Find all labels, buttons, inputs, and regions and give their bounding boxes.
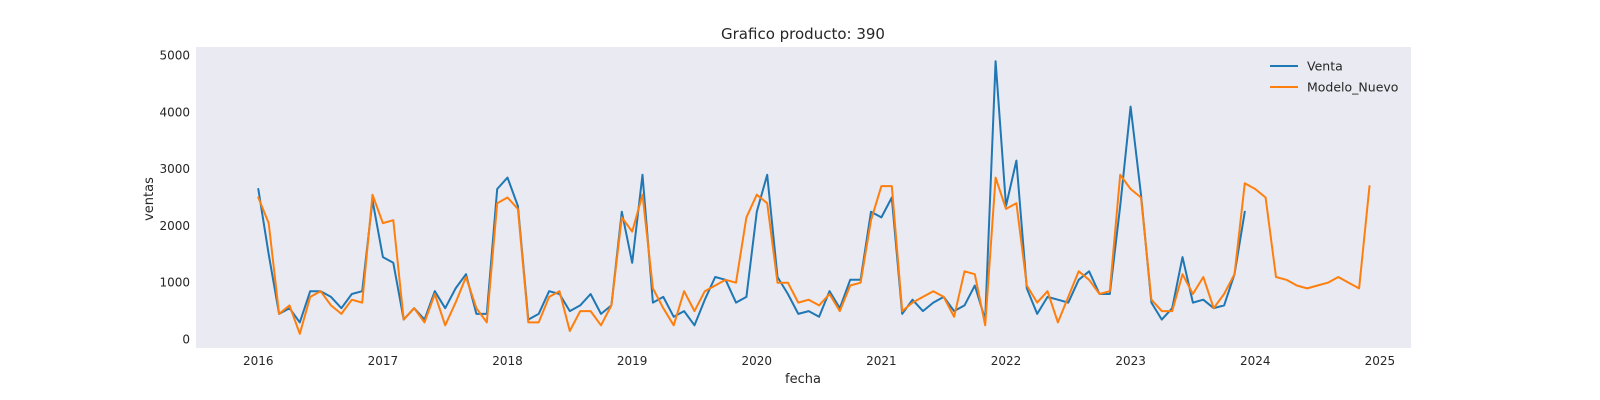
x-tick-label: 2016 bbox=[243, 354, 274, 368]
x-tick-label: 2022 bbox=[991, 354, 1022, 368]
legend-label: Modelo_Nuevo bbox=[1307, 80, 1398, 95]
x-tick-label: 2021 bbox=[866, 354, 897, 368]
legend: Venta Modelo_Nuevo bbox=[1270, 59, 1398, 95]
series-line-modelo-nuevo bbox=[257, 173, 1371, 335]
y-tick-label: 3000 bbox=[159, 162, 190, 176]
x-tick-label: 2025 bbox=[1365, 354, 1396, 368]
y-axis-label: ventas bbox=[142, 177, 157, 221]
x-tick-label: 2020 bbox=[741, 354, 772, 368]
x-axis-label: fecha bbox=[785, 372, 821, 387]
y-axis-ticks: 0 1000 2000 3000 4000 5000 bbox=[159, 49, 190, 347]
x-tick-label: 2019 bbox=[617, 354, 648, 368]
x-axis-ticks: 2016 2017 2018 2019 2020 2021 2022 2023 2024 2025 bbox=[243, 354, 1395, 368]
chart-title: Grafico producto: 390 bbox=[721, 25, 885, 43]
plot-area bbox=[196, 47, 1411, 348]
y-tick-label: 1000 bbox=[159, 276, 190, 290]
y-tick-label: 0 bbox=[182, 332, 190, 346]
x-tick-label: 2024 bbox=[1240, 354, 1271, 368]
y-tick-label: 5000 bbox=[159, 49, 190, 63]
y-tick-label: 2000 bbox=[159, 219, 190, 233]
legend-label: Venta bbox=[1307, 59, 1343, 74]
x-tick-label: 2017 bbox=[368, 354, 399, 368]
series-line-venta bbox=[257, 60, 1246, 327]
series-lines bbox=[257, 60, 1371, 335]
y-tick-label: 4000 bbox=[159, 105, 190, 119]
x-tick-label: 2023 bbox=[1115, 354, 1146, 368]
x-tick-label: 2018 bbox=[492, 354, 523, 368]
